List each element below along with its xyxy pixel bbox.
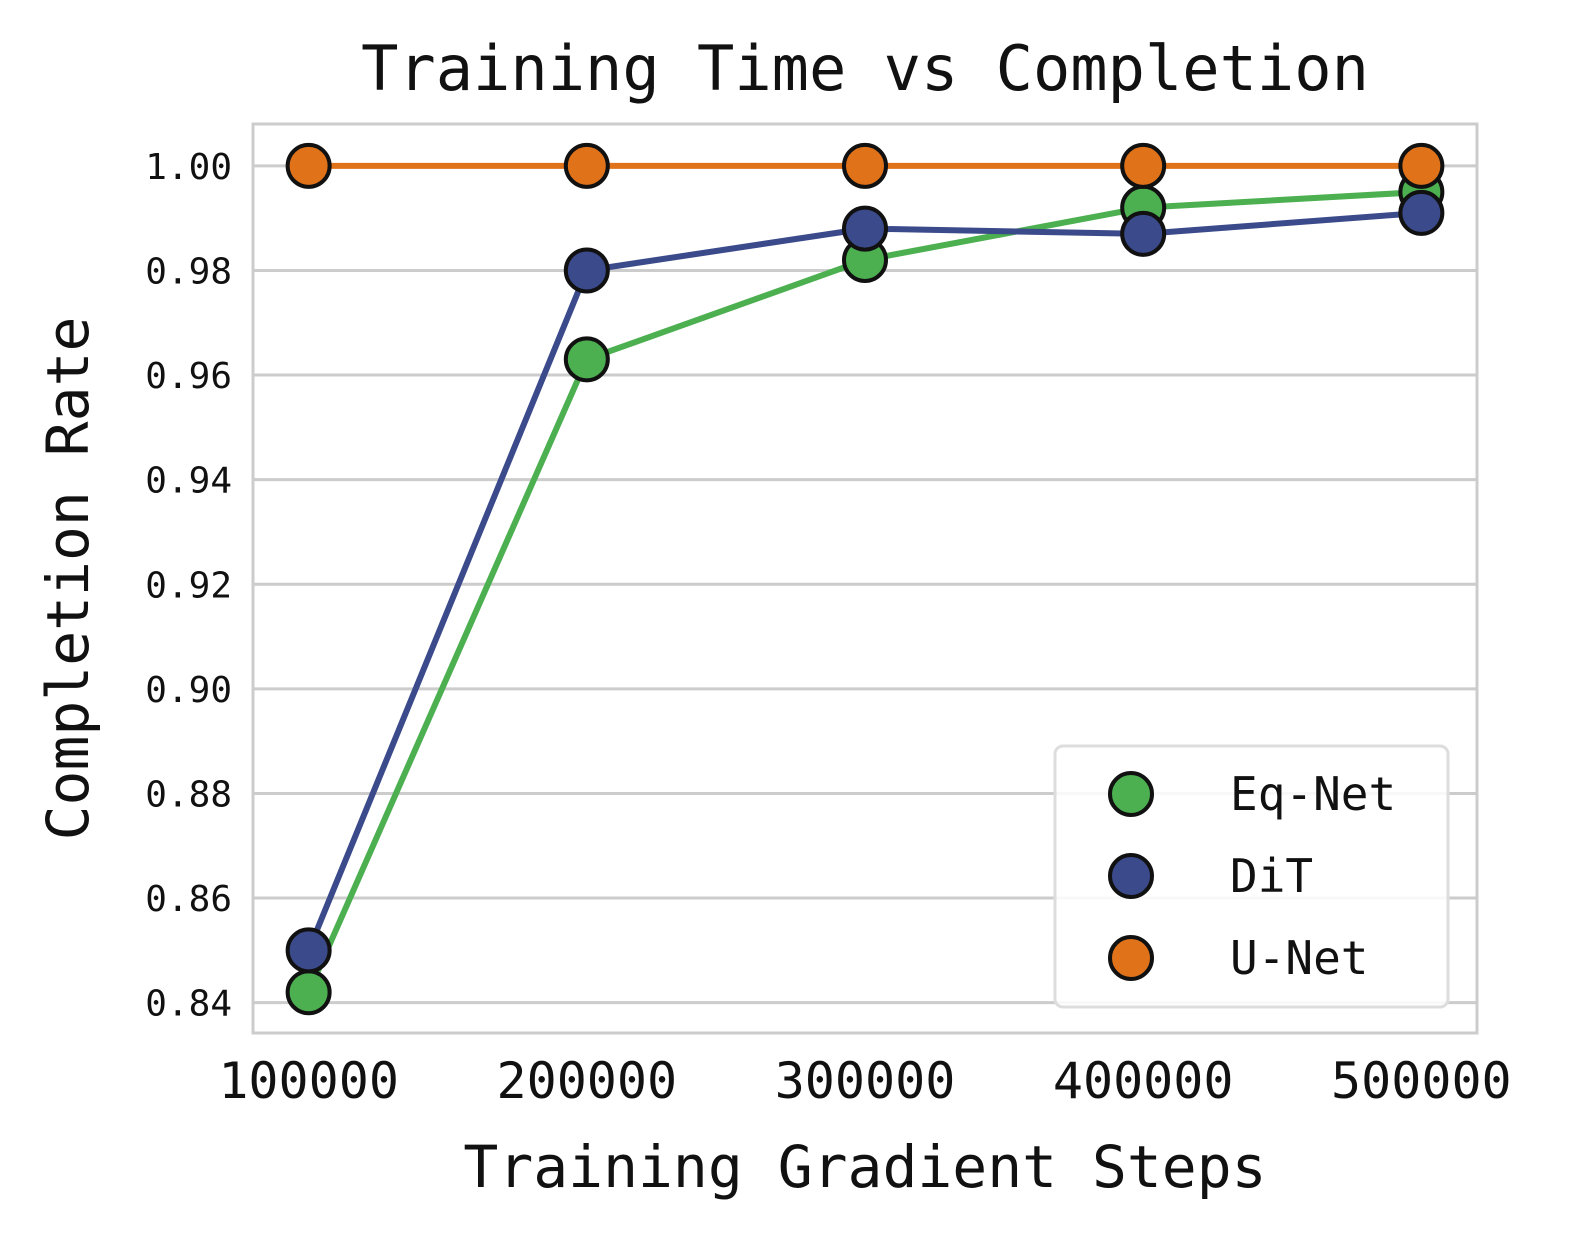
legend-label-dit: DiT (1230, 849, 1313, 903)
x-tick-label: 300000 (775, 1052, 956, 1110)
y-tick-label: 0.94 (145, 461, 232, 502)
data-point-dit (1398, 189, 1445, 236)
legend-entry-dit: DiT (1108, 849, 1313, 903)
data-point-eq-net (285, 969, 332, 1016)
y-axis-label: Completion Rate (34, 317, 102, 841)
data-point-dit (842, 205, 888, 252)
legend-marker-u-net (1108, 935, 1154, 981)
data-point-u-net (1120, 142, 1167, 189)
y-tick-label: 0.98 (145, 251, 232, 292)
y-tick-label: 1.00 (145, 147, 232, 188)
data-point-dit (1120, 210, 1167, 257)
y-tick-label: 0.92 (145, 565, 232, 606)
y-tick-label: 0.88 (145, 774, 232, 815)
data-point-u-net (285, 142, 332, 189)
x-axis-label: Training Gradient Steps (463, 1133, 1266, 1201)
x-tick-labels: 100000 200000 300000 400000 500000 (218, 1052, 1511, 1110)
y-tick-label: 0.84 (145, 984, 232, 1025)
legend-label-u-net: U-Net (1230, 931, 1368, 985)
x-tick-label: 100000 (218, 1052, 399, 1110)
series-dit (285, 189, 1445, 974)
y-tick-label: 0.90 (145, 670, 232, 711)
legend-marker-eq-net (1108, 771, 1154, 817)
data-point-dit (563, 247, 610, 294)
legend-entry-u-net: U-Net (1108, 931, 1368, 985)
chart-title: Training Time vs Completion (361, 32, 1369, 105)
series-u-net (285, 142, 1445, 189)
x-tick-label: 200000 (497, 1052, 678, 1110)
data-point-u-net (1398, 142, 1445, 189)
data-point-u-net (842, 142, 888, 189)
y-tick-label: 0.96 (145, 356, 232, 397)
data-point-eq-net (563, 336, 610, 383)
legend-entry-eq-net: Eq-Net (1108, 767, 1396, 821)
x-tick-label: 400000 (1053, 1052, 1234, 1110)
data-point-u-net (563, 142, 610, 189)
legend-label-eq-net: Eq-Net (1230, 767, 1396, 821)
legend-box (1053, 744, 1450, 1009)
y-tick-labels: 0.84 0.86 0.88 0.90 0.92 0.94 0.96 0.98 1.00 (145, 147, 232, 1025)
data-point-dit (285, 927, 332, 974)
y-tick-label: 0.86 (145, 879, 232, 920)
series-layer (285, 142, 1445, 1016)
legend: Eq-Net DiT U-Net (1053, 744, 1450, 1009)
x-tick-label: 500000 (1331, 1052, 1512, 1110)
legend-marker-dit (1108, 853, 1154, 899)
plot-frame (251, 122, 1479, 1035)
